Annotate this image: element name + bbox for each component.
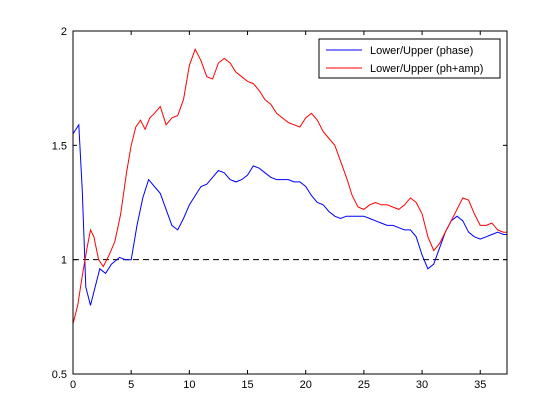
- y-tick-label: 1.5: [52, 140, 67, 152]
- plot-area: [73, 31, 507, 374]
- x-tick-label: 30: [416, 379, 428, 391]
- x-tick-label: 0: [70, 379, 76, 391]
- x-tick-label: 10: [183, 379, 195, 391]
- x-tick-label: 5: [128, 379, 134, 391]
- legend: Lower/Upper (phase) Lower/Upper (ph+amp): [318, 38, 501, 79]
- series-line-ph-amp: [72, 48, 507, 324]
- legend-label-ph-amp: Lower/Upper (ph+amp): [370, 63, 483, 75]
- x-tick-label: 20: [300, 379, 312, 391]
- series-line-phase: [72, 123, 507, 306]
- y-tick-label: 0.5: [52, 369, 67, 381]
- x-tick-label: 15: [241, 379, 253, 391]
- plot-frame: [72, 30, 508, 375]
- x-tick-label: 35: [474, 379, 486, 391]
- legend-box: [318, 38, 501, 79]
- x-tick-label: 25: [358, 379, 370, 391]
- y-tick-label: 2: [61, 26, 67, 38]
- legend-label-phase: Lower/Upper (phase): [370, 45, 473, 57]
- axis-ticks: 0 5 10 15 20 25 30 35 0.5 1 1.5 2: [52, 26, 507, 391]
- y-tick-label: 1: [61, 255, 67, 267]
